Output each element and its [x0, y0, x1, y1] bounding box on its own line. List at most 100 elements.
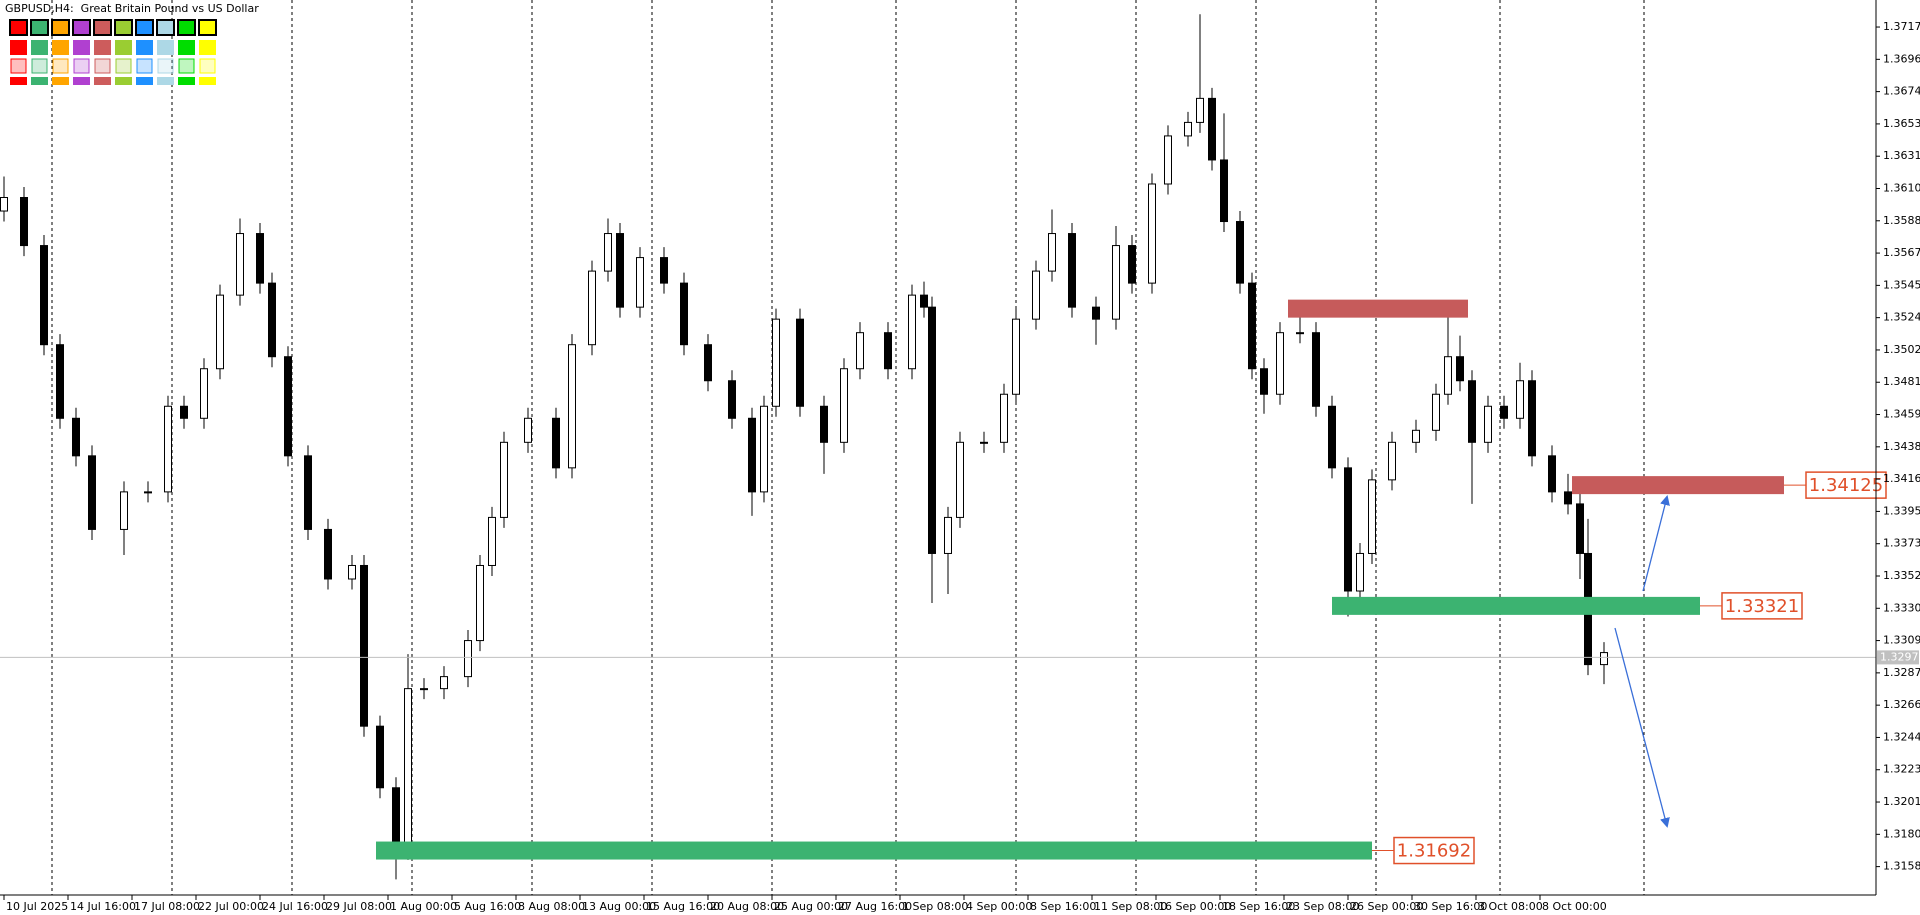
- candle-body: [1068, 233, 1076, 308]
- x-tick-label: 8 Sep 16:00: [1030, 900, 1096, 913]
- chart-title: GBPUSD,H4: Great Britain Pound vs US Dol…: [5, 2, 259, 15]
- candle-body: [1516, 380, 1524, 419]
- x-tick-label: 29 Jul 08:00: [326, 900, 392, 913]
- candle-body: [604, 233, 612, 272]
- palette-swatch: [73, 77, 90, 85]
- candle-body: [1500, 405, 1508, 419]
- zone: [376, 841, 1372, 860]
- palette-swatch: [136, 77, 153, 85]
- candle-body: [164, 405, 172, 493]
- y-tick-label: 1.34165: [1883, 472, 1920, 485]
- candle-body: [772, 318, 780, 407]
- candle-body: [1208, 97, 1216, 161]
- x-tick-label: 27 Aug 16:00: [838, 900, 912, 913]
- palette-swatch: [51, 19, 70, 36]
- candle-body: [324, 528, 332, 580]
- candle-body: [72, 417, 80, 457]
- candle-body: [1444, 356, 1452, 395]
- y-tick-label: 1.36100: [1883, 181, 1920, 194]
- candle-body: [1412, 429, 1420, 443]
- palette-swatch: [31, 77, 48, 85]
- candle-body: [440, 676, 448, 690]
- palette-swatch: [177, 19, 196, 36]
- y-tick-label: 1.33950: [1883, 504, 1920, 517]
- candle-body: [20, 197, 28, 247]
- candle-body: [680, 282, 688, 346]
- x-tick-label: 25 Aug 00:00: [774, 900, 848, 913]
- candle-body: [820, 405, 828, 443]
- y-tick-label: 1.33090: [1883, 634, 1920, 647]
- candle-body: [348, 564, 356, 580]
- x-tick-label: 13 Aug 00:00: [582, 900, 656, 913]
- y-tick-label: 1.34810: [1883, 375, 1920, 388]
- arrows: [1614, 495, 1670, 828]
- palette-swatch: [199, 58, 216, 74]
- candle-body: [980, 441, 988, 444]
- candle-body: [956, 441, 964, 518]
- candle-body: [1276, 332, 1284, 395]
- candle-body: [1432, 393, 1440, 431]
- palette-swatch: [9, 19, 28, 36]
- palette-swatch: [178, 77, 195, 85]
- zone: [1572, 476, 1784, 495]
- candle-body: [88, 455, 96, 530]
- y-tick-label: 1.37175: [1883, 20, 1920, 33]
- palette-swatch: [178, 40, 195, 55]
- candle-body: [568, 344, 576, 469]
- zone: [1332, 596, 1700, 615]
- x-tick-label: 10 Jul 2025: [6, 900, 68, 913]
- y-tick-label: 1.35025: [1883, 343, 1920, 356]
- candle-body: [180, 405, 188, 419]
- candle-body: [500, 441, 508, 518]
- palette-swatch: [72, 19, 91, 36]
- palette-swatch: [10, 40, 27, 55]
- candle-body: [1112, 245, 1120, 320]
- x-tick-label: 14 Jul 16:00: [70, 900, 136, 913]
- palette-swatch: [52, 58, 69, 74]
- candle-body: [748, 417, 756, 493]
- candle-body: [376, 725, 384, 789]
- candle-body: [920, 294, 928, 308]
- candle-body: [1260, 368, 1268, 395]
- x-tick-label: 1 Aug 00:00: [390, 900, 457, 913]
- palette-swatch: [52, 77, 69, 85]
- palette-swatch: [198, 19, 217, 36]
- y-tick-label: 1.31585: [1883, 860, 1920, 873]
- candle-body: [1456, 356, 1464, 382]
- x-tick-label: 11 Sep 08:00: [1094, 900, 1167, 913]
- zone: [1288, 299, 1468, 318]
- candle-body: [944, 516, 952, 554]
- current-price-label: 1.32978: [1880, 650, 1920, 663]
- palette-swatch: [135, 19, 154, 36]
- candle-body: [1092, 306, 1100, 320]
- palette-swatch: [94, 58, 111, 74]
- candle-body: [1576, 503, 1584, 554]
- candle-body: [524, 417, 532, 443]
- palette-swatch: [156, 19, 175, 36]
- palette-swatch: [199, 77, 216, 85]
- palette-swatch: [157, 58, 174, 74]
- candle-body: [636, 257, 644, 308]
- candle-body: [552, 417, 560, 469]
- y-tick-label: 1.31800: [1883, 827, 1920, 840]
- candle-body: [392, 787, 400, 850]
- palette-swatch: [115, 77, 132, 85]
- x-tick-label: 16 Sep 00:00: [1158, 900, 1231, 913]
- candle-body: [268, 282, 276, 358]
- y-tick-label: 1.33520: [1883, 569, 1920, 582]
- candle-body: [1032, 270, 1040, 320]
- y-tick-label: 1.35240: [1883, 311, 1920, 324]
- y-tick-label: 1.33735: [1883, 537, 1920, 550]
- candle-body: [1344, 467, 1352, 592]
- y-tick-label: 1.35885: [1883, 214, 1920, 227]
- y-tick-label: 1.32875: [1883, 666, 1920, 679]
- zone-price-box: [1393, 836, 1475, 865]
- candle-body: [1528, 380, 1536, 457]
- palette-swatch: [94, 40, 111, 55]
- palette-swatch: [136, 58, 153, 74]
- candle-body: [928, 306, 936, 554]
- palette-swatch: [31, 40, 48, 55]
- palette-swatch: [94, 77, 111, 85]
